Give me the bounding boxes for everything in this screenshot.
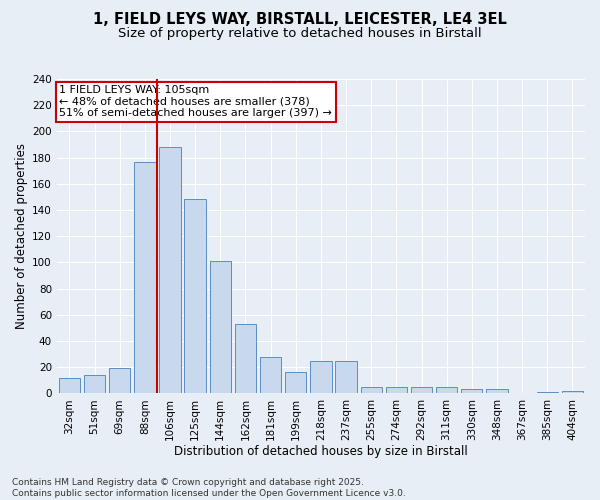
- Bar: [285, 372, 307, 394]
- Bar: [562, 390, 583, 394]
- Bar: [436, 387, 457, 394]
- Text: Contains HM Land Registry data © Crown copyright and database right 2025.
Contai: Contains HM Land Registry data © Crown c…: [12, 478, 406, 498]
- Text: 1, FIELD LEYS WAY, BIRSTALL, LEICESTER, LE4 3EL: 1, FIELD LEYS WAY, BIRSTALL, LEICESTER, …: [93, 12, 507, 28]
- Bar: [361, 387, 382, 394]
- X-axis label: Distribution of detached houses by size in Birstall: Distribution of detached houses by size …: [174, 444, 468, 458]
- Bar: [486, 390, 508, 394]
- Bar: [335, 360, 357, 394]
- Bar: [536, 392, 558, 394]
- Bar: [59, 378, 80, 394]
- Bar: [235, 324, 256, 394]
- Bar: [184, 200, 206, 394]
- Bar: [386, 387, 407, 394]
- Bar: [134, 162, 155, 394]
- Bar: [260, 356, 281, 394]
- Bar: [159, 147, 181, 394]
- Y-axis label: Number of detached properties: Number of detached properties: [15, 143, 28, 329]
- Bar: [84, 375, 105, 394]
- Text: 1 FIELD LEYS WAY: 105sqm
← 48% of detached houses are smaller (378)
51% of semi-: 1 FIELD LEYS WAY: 105sqm ← 48% of detach…: [59, 86, 332, 118]
- Text: Size of property relative to detached houses in Birstall: Size of property relative to detached ho…: [118, 28, 482, 40]
- Bar: [109, 368, 130, 394]
- Bar: [209, 261, 231, 394]
- Bar: [310, 360, 332, 394]
- Bar: [411, 387, 432, 394]
- Bar: [461, 390, 482, 394]
